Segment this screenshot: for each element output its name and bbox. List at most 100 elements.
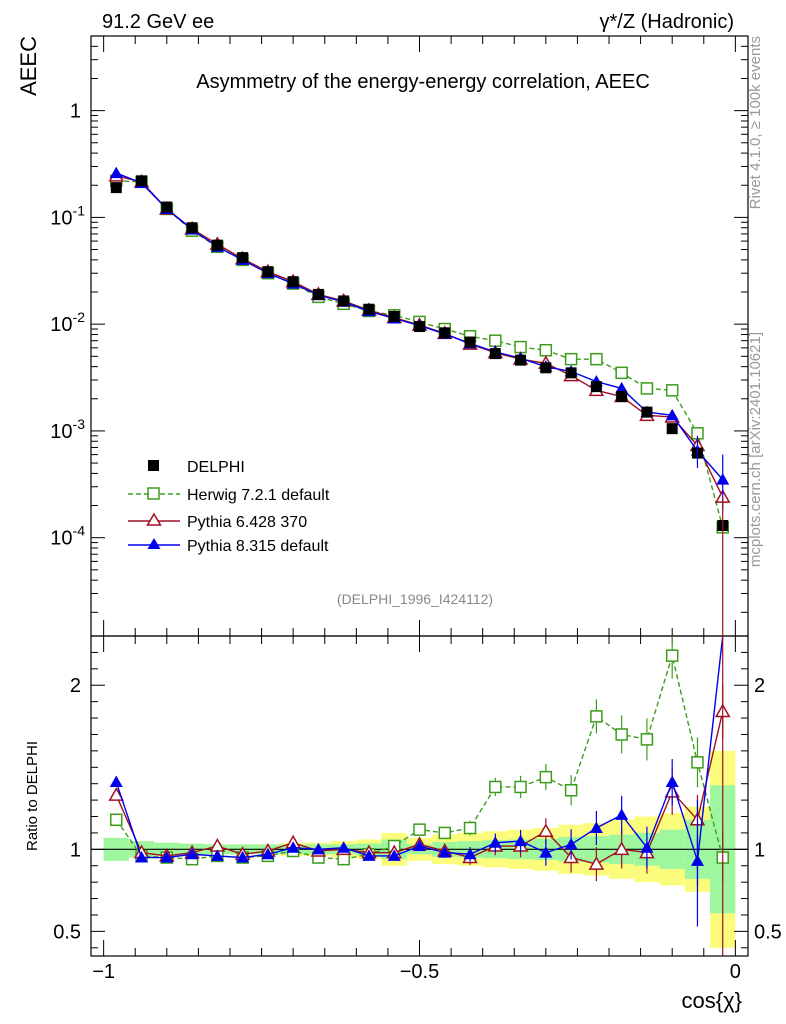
ratio-point-pythia6 bbox=[588, 856, 605, 870]
ratio-point-pythia8 bbox=[185, 847, 199, 860]
x-axis-title: cos{χ} bbox=[682, 988, 742, 1013]
ratio-point-pythia8 bbox=[615, 808, 629, 820]
main-point-data bbox=[110, 182, 122, 194]
main-point-data bbox=[338, 295, 350, 307]
ratio-point-pythia8 bbox=[564, 837, 578, 850]
legend-marker-data bbox=[148, 460, 159, 471]
y-tick-label-ratio-left: 0.5 bbox=[53, 921, 81, 943]
x-tick-label: −0.5 bbox=[400, 961, 439, 983]
legend-marker-pythia8 bbox=[147, 538, 161, 549]
mcplots-label: mcplots.cern.ch [arXiv:2401.10621] bbox=[747, 332, 764, 567]
ratio-point-pythia8 bbox=[387, 849, 401, 861]
main-point-herwig bbox=[590, 352, 603, 366]
y-tick-label-main: 10-4 bbox=[50, 523, 85, 550]
main-point-data bbox=[641, 406, 653, 418]
legend-entry-data: DELPHI bbox=[148, 459, 245, 476]
main-point-data bbox=[186, 222, 198, 234]
main-series-pythia6 bbox=[108, 167, 731, 503]
main-point-data bbox=[439, 327, 451, 339]
ratio-point-herwig bbox=[438, 826, 452, 840]
main-point-data bbox=[414, 321, 425, 333]
ratio-long-error-bars bbox=[696, 636, 724, 956]
ratio-point-pythia8 bbox=[286, 841, 300, 853]
ratio-point-herwig bbox=[590, 710, 603, 723]
main-point-data bbox=[237, 252, 249, 264]
y-tick-label-main: 10-2 bbox=[50, 309, 85, 336]
main-point-pythia8 bbox=[109, 166, 123, 179]
x-tick-label: 0 bbox=[730, 961, 741, 983]
ratio-point-herwig bbox=[463, 821, 477, 835]
ratio-point-herwig bbox=[110, 813, 123, 827]
y-tick-label-ratio-left: 1 bbox=[70, 839, 81, 861]
main-point-herwig bbox=[615, 366, 628, 380]
analysis-tag: (DELPHI_1996_I424112) bbox=[337, 591, 493, 607]
ratio-point-pythia8 bbox=[236, 851, 250, 863]
y-tick-label-main: 1 bbox=[70, 101, 81, 123]
ratio-point-pythia8 bbox=[665, 775, 679, 788]
main-series-data bbox=[110, 175, 729, 532]
ratio-point-pythia8 bbox=[135, 851, 149, 863]
axis-ticks bbox=[91, 35, 748, 956]
ratio-ylabel: Ratio to DELPHI bbox=[24, 741, 41, 851]
legend: DELPHI Herwig 7.2.1 default Pythia 6.428… bbox=[128, 459, 330, 555]
ratio-point-herwig bbox=[615, 728, 628, 741]
header-left-label: 91.2 GeV ee bbox=[102, 11, 214, 33]
ratio-point-pythia6 bbox=[538, 823, 554, 838]
ratio-point-herwig bbox=[539, 770, 553, 784]
legend-entry-pythia6: Pythia 6.428 370 bbox=[128, 512, 307, 531]
legend-label-pythia6: Pythia 6.428 370 bbox=[187, 514, 307, 531]
main-point-pythia8 bbox=[615, 381, 629, 394]
ratio-point-pythia8 bbox=[261, 847, 275, 860]
main-point-data bbox=[211, 239, 223, 251]
y-tick-label-ratio-right: 2 bbox=[754, 675, 765, 697]
y-tick-label-ratio-left: 2 bbox=[70, 675, 81, 697]
ratio-point-pythia8 bbox=[589, 821, 603, 833]
legend-label-data: DELPHI bbox=[187, 459, 245, 476]
main-point-herwig bbox=[539, 343, 553, 357]
main-series-herwig bbox=[110, 174, 729, 534]
ratio-point-pythia8 bbox=[463, 847, 477, 860]
ratio-point-herwig bbox=[691, 756, 704, 769]
main-point-data bbox=[262, 266, 274, 278]
ratio-point-pythia8 bbox=[109, 775, 123, 788]
main-point-herwig bbox=[564, 352, 578, 366]
ratio-point-pythia8 bbox=[337, 841, 351, 853]
legend-marker-pythia6 bbox=[146, 512, 162, 526]
legend-label-herwig: Herwig 7.2.1 default bbox=[187, 487, 330, 504]
ratio-point-pythia8 bbox=[488, 836, 502, 848]
ratio-point-pythia8 bbox=[311, 842, 325, 855]
ratio-point-herwig bbox=[665, 649, 679, 662]
main-point-data bbox=[161, 201, 173, 213]
main-point-data bbox=[590, 381, 602, 393]
main-point-data bbox=[388, 310, 400, 322]
main-point-data bbox=[136, 175, 148, 187]
y-tick-label-main: 10-3 bbox=[50, 416, 85, 443]
legend-entry-pythia8: Pythia 8.315 default bbox=[128, 538, 329, 555]
main-line-pythia6 bbox=[116, 175, 724, 498]
main-point-data bbox=[464, 336, 476, 348]
ratio-point-herwig bbox=[489, 780, 502, 794]
main-point-data bbox=[287, 276, 299, 288]
main-error-bars bbox=[696, 435, 724, 636]
ratio-point-pythia8 bbox=[160, 851, 174, 863]
ratio-point-herwig bbox=[514, 780, 527, 794]
main-point-data bbox=[489, 348, 501, 360]
main-point-herwig bbox=[665, 384, 679, 397]
y-tick-label-ratio-right: 1 bbox=[754, 839, 765, 861]
main-point-data bbox=[616, 391, 628, 403]
y-tick-label-main: 10-1 bbox=[50, 202, 85, 229]
main-point-data bbox=[515, 354, 527, 366]
ratio-point-pythia8 bbox=[210, 849, 224, 861]
main-point-data bbox=[363, 303, 375, 315]
y-tick-label-ratio-right: 0.5 bbox=[754, 921, 782, 943]
chart-title: Asymmetry of the energy-energy correlati… bbox=[196, 71, 650, 93]
ratio-point-pythia8 bbox=[413, 839, 426, 852]
ratio-point-pythia8 bbox=[514, 834, 528, 847]
legend-marker-herwig bbox=[147, 487, 160, 500]
ratio-point-pythia8 bbox=[640, 841, 654, 853]
ratio-point-pythia8 bbox=[362, 849, 376, 861]
main-ylabel: AEEC bbox=[16, 36, 41, 96]
ratio-point-herwig bbox=[564, 784, 578, 797]
main-point-data bbox=[540, 362, 552, 374]
